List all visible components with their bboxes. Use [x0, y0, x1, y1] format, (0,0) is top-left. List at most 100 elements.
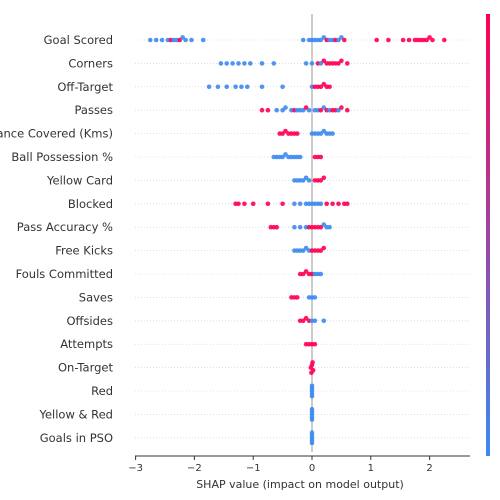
shap-point [200, 37, 206, 43]
x-tick-label: −3 [128, 463, 143, 474]
shap-point [259, 107, 265, 113]
shap-point [309, 61, 315, 66]
shap-point [297, 154, 303, 160]
shap-point [295, 295, 300, 300]
shap-point [259, 61, 265, 66]
shap-point [283, 128, 288, 134]
shap-point [309, 417, 315, 422]
shap-point [309, 406, 315, 412]
shap-point [274, 224, 280, 230]
x-tick-label: −2 [187, 463, 202, 474]
shap-point [283, 152, 288, 157]
shap-point [303, 269, 309, 274]
shap-point [183, 37, 188, 43]
shap-point [386, 37, 391, 43]
shap-point [292, 201, 297, 207]
feature-label: Red [91, 384, 113, 398]
feature-label: Passes [74, 103, 113, 117]
shap-dots [148, 35, 447, 446]
shap-point [336, 201, 341, 207]
shap-point [342, 37, 347, 43]
shap-point [318, 37, 324, 43]
shap-point [430, 37, 435, 43]
shap-point [309, 393, 315, 399]
shap-point [215, 84, 221, 90]
feature-label: Goals in PSO [40, 431, 113, 445]
feature-label: Offsides [66, 314, 113, 328]
shap-point [309, 430, 315, 435]
shap-point [224, 84, 229, 90]
shap-point [250, 201, 256, 207]
shap-point [318, 61, 324, 66]
shap-point [318, 201, 324, 207]
shap-point [374, 37, 380, 43]
shap-point [297, 201, 303, 207]
shap-point [292, 224, 297, 230]
shap-point [303, 61, 309, 66]
feature-label: Pass Accuracy % [17, 220, 113, 234]
shap-point [345, 61, 350, 66]
feature-label: Blocked [68, 197, 113, 211]
x-tick-label: 2 [426, 463, 432, 474]
shap-point [295, 131, 300, 136]
shap-point [442, 37, 447, 43]
shap-point [233, 84, 238, 90]
shap-point [324, 201, 330, 207]
shap-point [310, 360, 315, 365]
shap-point [312, 318, 318, 324]
shap-point [327, 84, 332, 90]
shap-point [300, 37, 306, 43]
feature-label: Yellow Card [46, 173, 113, 187]
feature-label: Off-Target [57, 80, 113, 94]
shap-point [303, 315, 309, 321]
shap-point [345, 107, 350, 113]
shap-point [318, 248, 324, 253]
shap-point [248, 61, 253, 66]
shap-point [318, 178, 324, 183]
shap-point [318, 271, 324, 277]
shap-point [321, 245, 327, 251]
feature-label: On-Target [58, 361, 114, 375]
shap-point [303, 175, 309, 181]
shap-point [303, 105, 309, 110]
feature-label: Fouls Committed [16, 267, 113, 281]
x-tick-label: 1 [368, 463, 374, 474]
shap-point [283, 105, 288, 110]
shap-point [321, 318, 327, 324]
feature-labels: Goal Scored Corners Off-Target Passes Distan… [0, 33, 113, 445]
colorbar [486, 14, 490, 456]
shap-point [327, 224, 332, 230]
shap-point [309, 383, 315, 389]
shap-point [242, 61, 247, 66]
shap-point [309, 440, 315, 446]
shap-point [148, 37, 153, 43]
shap-point [259, 84, 265, 90]
shap-point [236, 201, 241, 207]
shap-point [318, 154, 324, 160]
x-tick-label: 0 [309, 463, 315, 474]
shap-point [245, 84, 250, 90]
x-axis-title: SHAP value (impact on model output) [196, 478, 404, 491]
shap-point [303, 245, 309, 251]
shap-point [312, 295, 318, 300]
shap-point [306, 178, 312, 183]
shap-point [339, 105, 344, 110]
shap-point [189, 37, 194, 43]
shap-point [406, 37, 412, 43]
feature-label: Corners [68, 56, 113, 70]
shap-point [321, 175, 327, 181]
shap-point [306, 107, 312, 113]
feature-label: Attempts [60, 337, 113, 351]
shap-point [242, 201, 247, 207]
shap-point [318, 224, 324, 230]
shap-point [265, 107, 271, 113]
shap-point [180, 35, 185, 40]
feature-label: Saves [79, 290, 113, 304]
shap-point [236, 61, 241, 66]
feature-label: Ball Possession % [11, 150, 113, 164]
shap-point [280, 84, 285, 90]
shap-point [330, 201, 335, 207]
shap-point [271, 61, 277, 66]
shap-point [400, 37, 406, 43]
